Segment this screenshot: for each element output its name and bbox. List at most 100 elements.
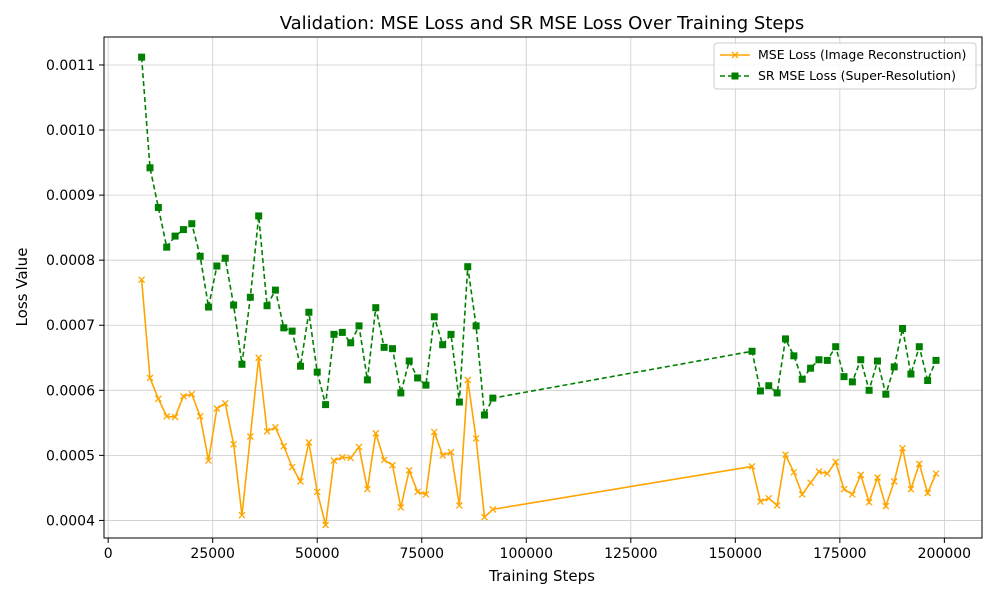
data-point (857, 356, 865, 364)
data-point (756, 387, 764, 395)
data-point (773, 502, 781, 509)
data-point (154, 203, 162, 211)
data-point (305, 308, 313, 316)
data-point (807, 479, 815, 487)
data-point (330, 330, 338, 338)
data-point (297, 362, 305, 370)
data-point (447, 448, 455, 456)
data-point (188, 390, 196, 398)
data-point (840, 373, 848, 381)
data-point (179, 392, 187, 400)
data-point (899, 324, 907, 332)
data-point (322, 521, 330, 529)
data-point (430, 313, 438, 321)
y-tick-label: 0.0007 (46, 318, 95, 334)
gridlines (104, 37, 982, 538)
data-point (840, 485, 848, 493)
data-point (480, 411, 488, 419)
data-point (455, 398, 463, 406)
data-point (414, 374, 422, 382)
data-point (781, 335, 789, 343)
data-point (472, 434, 480, 442)
data-point (823, 470, 831, 478)
data-point (873, 357, 881, 365)
data-point (447, 330, 455, 338)
data-point (171, 232, 179, 240)
data-point (890, 477, 898, 485)
data-point (280, 324, 288, 332)
data-point (146, 164, 154, 172)
data-point (790, 468, 798, 476)
data-point (882, 502, 890, 510)
data-point (255, 212, 263, 220)
x-axis-label: Training Steps (488, 567, 595, 585)
data-point (163, 243, 171, 251)
data-point (439, 451, 447, 459)
data-point (363, 376, 371, 384)
data-point (263, 302, 271, 310)
series-line (140, 279, 937, 526)
data-point (263, 427, 271, 435)
data-point (313, 368, 321, 376)
data-point (790, 352, 798, 360)
data-point (347, 454, 355, 462)
x-tick-label: 175000 (813, 546, 866, 562)
data-point (832, 458, 840, 466)
data-point (389, 461, 396, 469)
data-point (472, 322, 480, 330)
y-tick-label: 0.0008 (46, 253, 95, 269)
data-point (397, 503, 405, 511)
data-point (765, 382, 773, 390)
data-point (798, 375, 806, 383)
data-point (138, 276, 146, 284)
data-point (196, 412, 204, 420)
data-point (924, 489, 932, 497)
x-tick-label: 100000 (500, 546, 553, 562)
x-tick-label: 0 (104, 546, 113, 562)
data-point (756, 498, 764, 506)
data-point (271, 423, 279, 431)
data-point (188, 220, 196, 228)
x-tick-label: 25000 (190, 546, 235, 562)
data-point (205, 303, 213, 311)
legend-marker (731, 72, 739, 80)
data-point (388, 345, 396, 353)
plot-frame (103, 36, 983, 539)
data-point (355, 443, 363, 451)
data-point (765, 494, 773, 502)
data-point (924, 377, 932, 385)
data-point (848, 378, 856, 386)
legend-entry: MSE Loss (Image Reconstruction) (720, 47, 966, 62)
data-point (832, 343, 840, 351)
data-point (171, 413, 179, 421)
y-axis-label: Loss Value (13, 248, 31, 327)
legend-marker (731, 51, 739, 59)
series-1 (138, 276, 940, 529)
data-point (338, 328, 346, 336)
data-point (899, 444, 907, 452)
data-point (815, 356, 823, 364)
data-point (372, 429, 380, 437)
data-point (372, 304, 380, 312)
data-point (848, 490, 856, 498)
x-tick-label: 75000 (399, 546, 444, 562)
legend-entry: SR MSE Loss (Super-Resolution) (720, 68, 956, 83)
data-point (230, 301, 238, 309)
data-point (297, 477, 304, 485)
data-point (857, 471, 865, 479)
legend: MSE Loss (Image Reconstruction) SR MSE Lo… (713, 42, 977, 90)
chart-title: Validation: MSE Loss and SR MSE Loss Ove… (280, 13, 805, 34)
y-tick-label: 0.0009 (46, 188, 95, 204)
data-point (455, 502, 463, 509)
data-point (305, 438, 313, 446)
data-point (489, 394, 497, 402)
x-tick-label: 125000 (604, 546, 657, 562)
data-point (932, 356, 940, 364)
data-point (439, 341, 447, 349)
data-point (748, 347, 756, 355)
data-point (874, 474, 881, 481)
data-point (238, 360, 246, 368)
data-point (807, 364, 815, 372)
data-point (138, 53, 146, 61)
series-2 (138, 53, 940, 419)
